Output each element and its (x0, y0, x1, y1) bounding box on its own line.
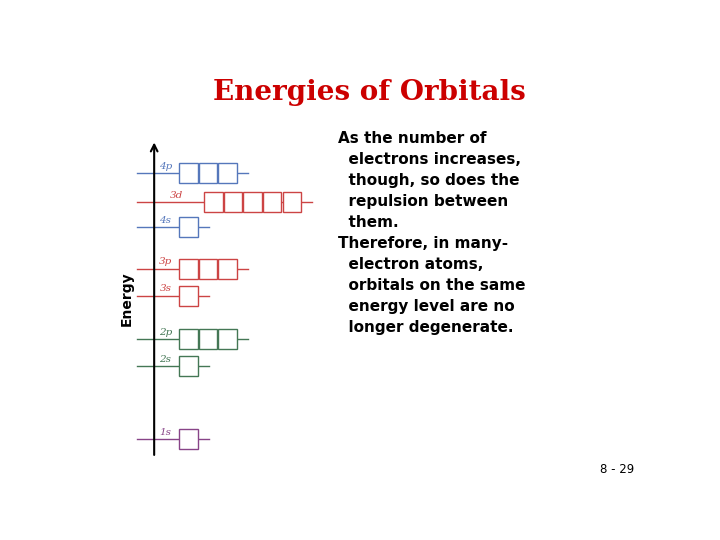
Text: 1s: 1s (159, 428, 171, 437)
Text: 2p: 2p (159, 328, 172, 337)
Text: 8 - 29: 8 - 29 (600, 463, 634, 476)
Bar (224, 192, 243, 212)
Bar (218, 259, 237, 279)
Bar (179, 429, 198, 449)
Text: 2s: 2s (159, 355, 171, 364)
Bar (179, 329, 198, 349)
Text: As the number of
  electrons increases,
  though, so does the
  repulsion betwee: As the number of electrons increases, th… (338, 131, 526, 335)
Text: 3d: 3d (170, 191, 184, 200)
Text: 3s: 3s (159, 285, 171, 294)
Bar (179, 356, 198, 376)
Bar (179, 217, 198, 237)
Text: 4p: 4p (159, 162, 172, 171)
Bar (243, 192, 262, 212)
Bar (218, 329, 237, 349)
Bar (199, 329, 217, 349)
Bar (179, 163, 198, 183)
Bar (179, 286, 198, 306)
Bar (218, 163, 237, 183)
Bar (282, 192, 301, 212)
Text: 3p: 3p (159, 258, 172, 266)
Bar (199, 259, 217, 279)
Bar (263, 192, 282, 212)
Bar (204, 192, 222, 212)
Text: Energy: Energy (120, 272, 133, 326)
Text: 4s: 4s (159, 216, 171, 225)
Bar (179, 259, 198, 279)
Bar (199, 163, 217, 183)
Text: Energies of Orbitals: Energies of Orbitals (212, 79, 526, 106)
